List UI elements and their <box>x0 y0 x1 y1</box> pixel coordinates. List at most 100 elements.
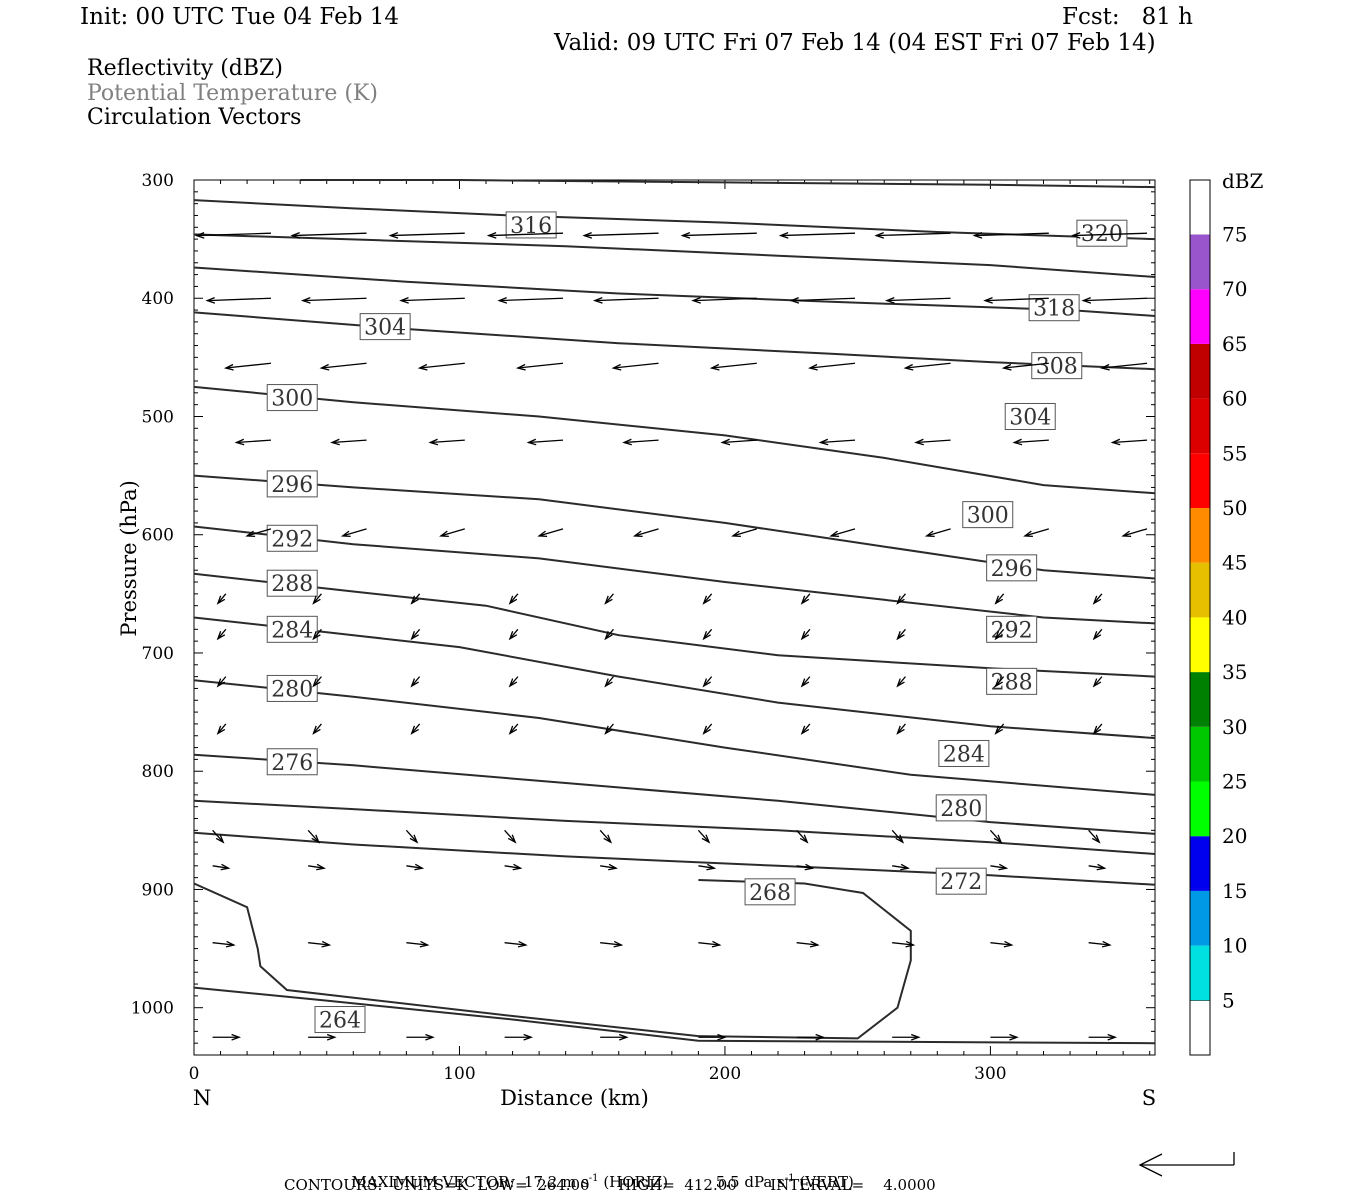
circulation-vector-head <box>618 1033 629 1041</box>
circulation-vector <box>791 297 856 302</box>
circulation-vector <box>604 676 614 687</box>
circulation-vector-head <box>321 940 332 948</box>
circulation-vector <box>196 232 272 237</box>
circulation-vector-head <box>903 363 914 371</box>
circulation-vector <box>600 865 617 869</box>
circulation-vector-head <box>1091 834 1101 844</box>
colorbar-segment <box>1190 617 1210 673</box>
circulation-vector <box>926 528 951 537</box>
circulation-vector <box>1088 829 1100 843</box>
contour-label: 296 <box>991 557 1033 582</box>
contour-label-box <box>266 470 318 498</box>
circulation-vector <box>509 723 519 734</box>
circulation-vector-head <box>905 940 916 948</box>
circulation-vector <box>331 439 367 444</box>
circulation-vector <box>308 865 325 869</box>
circulation-vector-head <box>994 678 1003 688</box>
circulation-vector-head <box>1107 1033 1118 1041</box>
theta-contour-268 <box>193 882 699 1038</box>
y-tick-label: 1000 <box>131 999 174 1019</box>
circulation-vector-head <box>914 438 924 446</box>
theta-contour-264 <box>193 986 1156 1045</box>
contour-label: 280 <box>271 677 313 702</box>
circulation-vector-head <box>517 940 528 948</box>
circulation-vector-head <box>1023 530 1033 538</box>
circulation-vector <box>599 829 612 843</box>
circulation-vector <box>406 942 428 946</box>
max-horiz-value: 17.2 m s <box>523 1173 589 1191</box>
colorbar-label: 65 <box>1222 332 1247 356</box>
x-tick-label: 100 <box>443 1064 475 1084</box>
circulation-vector <box>703 628 713 640</box>
colorbar-label: 40 <box>1222 605 1247 629</box>
circulation-vector-head <box>1070 231 1081 239</box>
circulation-vector <box>820 439 856 444</box>
circulation-vector-head <box>924 530 935 538</box>
circulation-vector-head <box>994 631 1003 641</box>
circulation-vector-head <box>709 363 720 371</box>
circulation-vector-head <box>223 363 234 371</box>
contour-label-box <box>986 554 1038 582</box>
colorbar-label: 50 <box>1222 496 1247 520</box>
contour-label-box <box>314 1006 366 1034</box>
circulation-vector-head <box>1121 530 1132 538</box>
colorbar-label: 60 <box>1222 387 1247 411</box>
circulation-vector <box>419 362 465 369</box>
circulation-vector-head <box>508 595 518 605</box>
circulation-vector <box>528 439 564 444</box>
colorbar-label: 10 <box>1222 934 1247 958</box>
contour-label-box <box>266 524 318 552</box>
circulation-vector-head <box>910 1033 921 1041</box>
circulation-vector-head <box>205 296 216 304</box>
circulation-vector <box>985 297 1049 302</box>
circulation-vector-head <box>1092 631 1102 641</box>
circulation-vector-head <box>702 631 711 641</box>
legend-theta: Potential Temperature (K) <box>87 81 378 106</box>
theta-contour-284 <box>193 679 1156 796</box>
circulation-vector-head <box>312 725 321 735</box>
circulation-vector <box>538 528 564 537</box>
circulation-vector <box>703 593 713 604</box>
circulation-vector-head <box>512 863 523 871</box>
circulation-vector-head <box>300 296 311 304</box>
legend-reflectivity: Reflectivity (dBZ) <box>87 56 283 81</box>
circulation-vector <box>796 865 813 869</box>
horiz-exponent: -1 <box>588 1173 599 1184</box>
circulation-vector-head <box>702 595 711 605</box>
colorbar-frame <box>1189 179 1211 1056</box>
circulation-vector-head <box>604 678 613 688</box>
circulation-vector <box>974 232 1049 237</box>
contour-label-box <box>266 615 318 643</box>
circulation-vector <box>1003 362 1049 369</box>
circulation-vector-head <box>994 725 1003 735</box>
circulation-vector-head <box>312 678 321 688</box>
circulation-vector-head <box>799 834 809 844</box>
circulation-vector <box>886 297 951 302</box>
circulation-vector-head <box>818 438 829 446</box>
circulation-vector <box>321 362 367 369</box>
circulation-vector-head <box>680 231 691 239</box>
circulation-vector-head <box>1081 296 1092 304</box>
colorbar-segment <box>1190 234 1210 290</box>
circulation-vector <box>1014 439 1049 444</box>
colorbar-label: 15 <box>1222 879 1247 903</box>
y-tick-label: 800 <box>142 762 174 782</box>
circulation-vector <box>308 942 330 946</box>
circulation-vector-head <box>808 363 818 371</box>
circulation-vector <box>891 829 904 843</box>
contour-label-box <box>266 384 318 412</box>
y-tick-label: 300 <box>142 171 174 191</box>
theta-contour-268 <box>698 879 912 1040</box>
contour-label: 318 <box>1033 297 1075 322</box>
circulation-vector-head <box>896 595 905 605</box>
circulation-vector <box>1024 528 1049 537</box>
circulation-vector-head <box>800 631 810 641</box>
circulation-vector-head <box>632 530 643 538</box>
circulation-vector-head <box>290 231 301 239</box>
circulation-vector <box>307 829 320 843</box>
circulation-vector <box>703 723 713 734</box>
circulation-vector <box>509 628 519 640</box>
circulation-vector-head <box>486 231 497 239</box>
colorbar-segment <box>1190 781 1210 837</box>
theta-contour-276 <box>193 799 1156 855</box>
